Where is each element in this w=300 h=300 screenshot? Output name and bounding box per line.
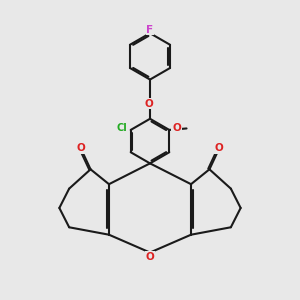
Text: Cl: Cl xyxy=(117,124,128,134)
Text: O: O xyxy=(76,143,85,153)
Text: O: O xyxy=(146,252,154,262)
Text: O: O xyxy=(144,99,153,109)
Text: O: O xyxy=(172,123,181,133)
Text: F: F xyxy=(146,25,154,34)
Text: O: O xyxy=(215,143,224,153)
